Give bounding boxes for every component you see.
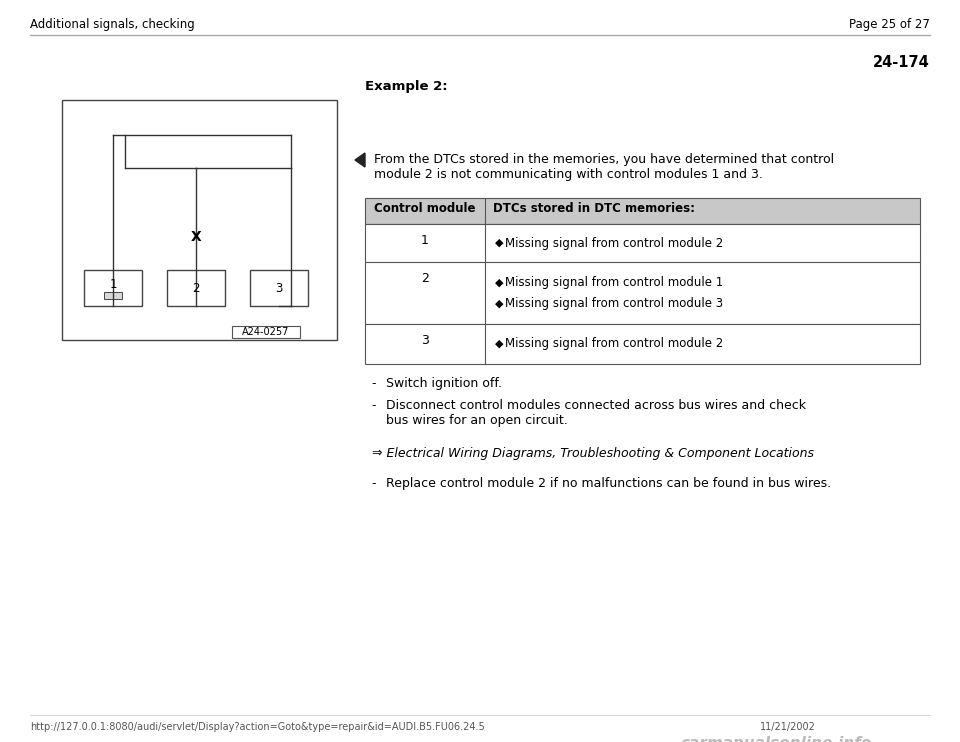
Text: -: - — [372, 477, 385, 490]
Bar — [365, 198, 920, 224]
Text: Page 25 of 27: Page 25 of 27 — [850, 18, 930, 31]
Text: 1: 1 — [109, 278, 117, 291]
Text: 11/21/2002: 11/21/2002 — [760, 722, 816, 732]
Bar — [84, 270, 142, 306]
Text: http://127.0.0.1:8080/audi/servlet/Display?action=Goto&type=repair&id=AUDI.B5.FU: http://127.0.0.1:8080/audi/servlet/Displ… — [30, 722, 485, 732]
Text: -: - — [372, 399, 385, 412]
Text: 2: 2 — [192, 281, 200, 295]
Bar — [104, 292, 122, 299]
Text: 24-174: 24-174 — [874, 55, 930, 70]
Text: Disconnect control modules connected across bus wires and check: Disconnect control modules connected acr… — [386, 399, 806, 412]
Polygon shape — [355, 153, 365, 167]
Text: Additional signals, checking: Additional signals, checking — [30, 18, 195, 31]
Text: 3: 3 — [421, 334, 429, 347]
Bar — [365, 198, 920, 224]
Text: ◆: ◆ — [495, 278, 507, 288]
Text: A24-0257: A24-0257 — [242, 327, 290, 337]
Text: From the DTCs stored in the memories, you have determined that control: From the DTCs stored in the memories, yo… — [374, 153, 834, 166]
Bar — [250, 270, 308, 306]
Text: 1: 1 — [421, 234, 429, 247]
Text: carmanualsonline.info: carmanualsonline.info — [680, 736, 872, 742]
Bar — [365, 262, 920, 324]
Text: Replace control module 2 if no malfunctions can be found in bus wires.: Replace control module 2 if no malfuncti… — [386, 477, 831, 490]
Text: ◆: ◆ — [495, 339, 507, 349]
Text: 3: 3 — [276, 281, 282, 295]
Text: ◆: ◆ — [495, 238, 507, 248]
Text: DTCs stored in DTC memories:: DTCs stored in DTC memories: — [493, 202, 695, 215]
Text: Missing signal from control module 2: Missing signal from control module 2 — [505, 338, 723, 350]
Text: Example 2:: Example 2: — [365, 80, 447, 93]
Bar — [167, 270, 225, 306]
Bar — [365, 324, 920, 364]
Text: module 2 is not communicating with control modules 1 and 3.: module 2 is not communicating with contr… — [374, 168, 763, 181]
Bar — [365, 224, 920, 262]
Bar — [62, 100, 337, 340]
Text: X: X — [191, 230, 202, 244]
Text: Control module: Control module — [374, 202, 476, 215]
Text: Missing signal from control module 3: Missing signal from control module 3 — [505, 297, 723, 310]
Text: ⇒ Electrical Wiring Diagrams, Troubleshooting & Component Locations: ⇒ Electrical Wiring Diagrams, Troublesho… — [372, 447, 814, 460]
Bar — [232, 326, 300, 338]
Text: ◆: ◆ — [495, 298, 507, 309]
Text: -: - — [372, 377, 385, 390]
Text: Missing signal from control module 1: Missing signal from control module 1 — [505, 276, 723, 289]
Text: bus wires for an open circuit.: bus wires for an open circuit. — [386, 414, 567, 427]
Text: Switch ignition off.: Switch ignition off. — [386, 377, 502, 390]
Text: 2: 2 — [421, 272, 429, 285]
Text: Missing signal from control module 2: Missing signal from control module 2 — [505, 237, 723, 249]
